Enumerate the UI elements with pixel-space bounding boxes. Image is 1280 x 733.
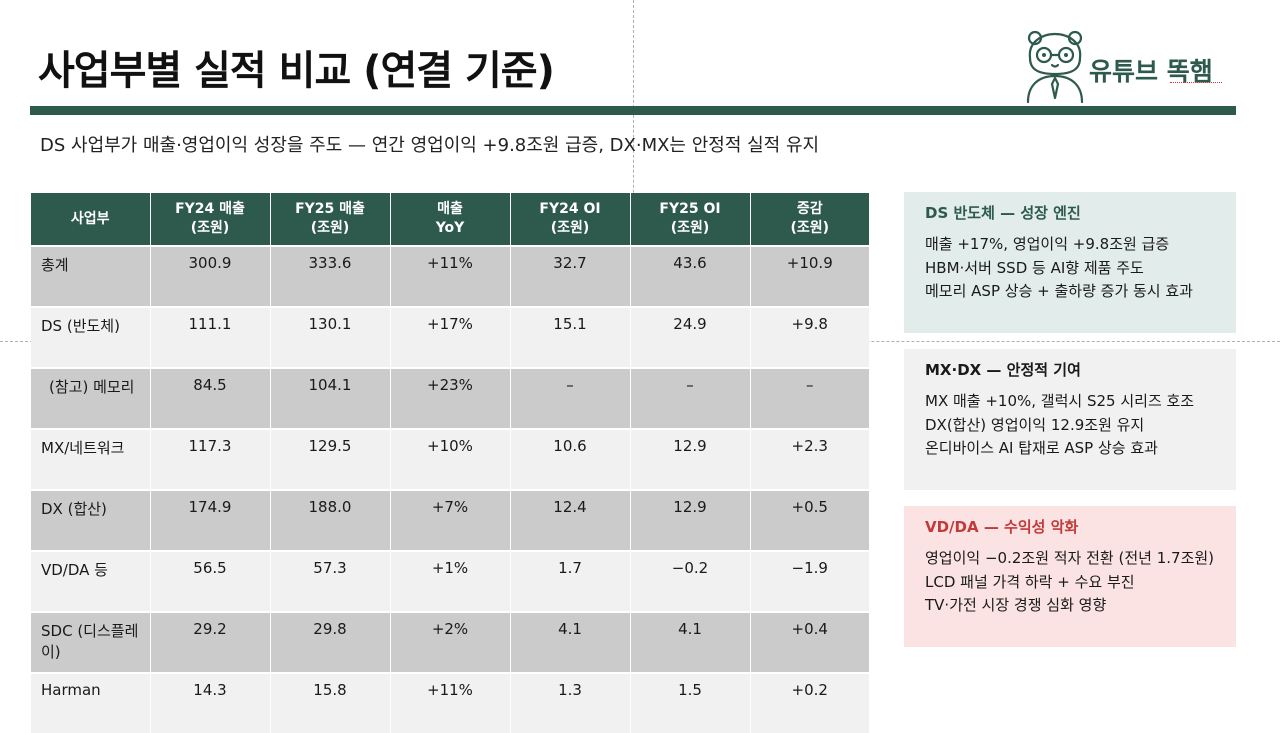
cell-value: 43.6 [630, 245, 751, 307]
cell-value: 84.5 [150, 367, 271, 429]
cell-value: – [750, 367, 869, 429]
table-row: Harman 14.3 15.8 +11% 1.3 1.5 +0.2 [31, 672, 869, 733]
header-change: 증감 (조원) [750, 193, 869, 246]
cell-value: 188.0 [270, 489, 391, 551]
cell-value: 15.1 [510, 306, 631, 368]
cell-value: 174.9 [150, 489, 271, 551]
insight-line: 온디바이스 AI 탑재로 ASP 상승 효과 [925, 439, 1158, 457]
table-row: SDC (디스플레이) 29.2 29.8 +2% 4.1 4.1 +0.4 [31, 611, 869, 673]
cell-value: 15.8 [270, 672, 391, 733]
cell-value: 130.1 [270, 306, 391, 368]
title-divider-bar [30, 106, 1236, 115]
logo-underline [1170, 82, 1222, 83]
insight-title: MX·DX — 안정적 기여 [925, 361, 1081, 379]
table-row: (참고) 메모리 84.5 104.1 +23% – – – [31, 367, 869, 429]
business-unit-table: 사업부 FY24 매출 (조원) FY25 매출 (조원) 매출 YoY FY24 O… [31, 193, 869, 733]
cell-value: 104.1 [270, 367, 391, 429]
cell-value: −0.2 [630, 550, 751, 612]
cell-value: +0.5 [750, 489, 869, 551]
insight-line: 메모리 ASP 상승 + 출하량 증가 동시 효과 [925, 282, 1193, 300]
insight-line: LCD 패널 가격 하락 + 수요 부진 [925, 572, 1135, 591]
header-fy25-oi: FY25 OI (조원) [630, 193, 751, 246]
cell-value: 57.3 [270, 550, 391, 612]
hamster-glasses-icon [1026, 30, 1084, 104]
cell-value: +2% [390, 611, 511, 673]
cell-value: 29.2 [150, 611, 271, 673]
insight-line: 매출 +17%, 영업이익 +9.8조원 급증 [925, 235, 1170, 253]
cell-value: 4.1 [630, 611, 751, 673]
insight-box-ds: DS 반도체 — 성장 엔진 매출 +17%, 영업이익 +9.8조원 급증 H… [904, 192, 1236, 333]
cell-value: 1.3 [510, 672, 631, 733]
cell-division: 총계 [31, 245, 151, 307]
page-title: 사업부별 실적 비교 (연결 기준) [38, 48, 555, 94]
cell-value: 29.8 [270, 611, 391, 673]
cell-value: – [510, 367, 631, 429]
cell-value: +7% [390, 489, 511, 551]
cell-value: 24.9 [630, 306, 751, 368]
cell-value: 1.7 [510, 550, 631, 612]
cell-value: +11% [390, 245, 511, 307]
cell-value: +23% [390, 367, 511, 429]
cell-division: MX/네트워크 [31, 428, 151, 490]
cell-division: Harman [31, 672, 151, 733]
cell-value: 300.9 [150, 245, 271, 307]
cell-value: 1.5 [630, 672, 751, 733]
header-division: 사업부 [31, 193, 151, 246]
header-fy24-oi: FY24 OI (조원) [510, 193, 631, 246]
cell-value: +10% [390, 428, 511, 490]
cell-value: +0.2 [750, 672, 869, 733]
cell-value: 12.4 [510, 489, 631, 551]
header-fy24-revenue: FY24 매출 (조원) [150, 193, 271, 246]
insight-box-mx-dx: MX·DX — 안정적 기여 MX 매출 +10%, 갤럭시 S25 시리즈 호… [904, 349, 1236, 490]
table-row: MX/네트워크 117.3 129.5 +10% 10.6 12.9 +2.3 [31, 428, 869, 490]
cell-value: 117.3 [150, 428, 271, 490]
table-row: DS (반도체) 111.1 130.1 +17% 15.1 24.9 +9.8 [31, 306, 869, 368]
cell-value: −1.9 [750, 550, 869, 612]
cell-value: +9.8 [750, 306, 869, 368]
cell-value: +10.9 [750, 245, 869, 307]
cell-value: 14.3 [150, 672, 271, 733]
insight-line: DX(합산) 영업이익 12.9조원 유지 [925, 415, 1145, 434]
channel-logo: 유튜브 똑햄 [1022, 28, 1237, 106]
insight-line: 영업이익 −0.2조원 적자 전환 (전년 1.7조원) [925, 549, 1215, 567]
cell-value: 333.6 [270, 245, 391, 307]
table-row: 총계 300.9 333.6 +11% 32.7 43.6 +10.9 [31, 245, 869, 307]
insight-line: HBM·서버 SSD 등 AI향 제품 주도 [925, 258, 1144, 277]
cell-value: 10.6 [510, 428, 631, 490]
cell-value: +0.4 [750, 611, 869, 673]
cell-value: 56.5 [150, 550, 271, 612]
cell-division: DS (반도체) [31, 306, 151, 368]
table-row: VD/DA 등 56.5 57.3 +1% 1.7 −0.2 −1.9 [31, 550, 869, 612]
cell-value: +17% [390, 306, 511, 368]
insight-title: DS 반도체 — 성장 엔진 [925, 204, 1081, 222]
cell-value: +11% [390, 672, 511, 733]
cell-value: 12.9 [630, 489, 751, 551]
insight-line: MX 매출 +10%, 갤럭시 S25 시리즈 호조 [925, 392, 1195, 410]
insight-box-vd-da: VD/DA — 수익성 악화 영업이익 −0.2조원 적자 전환 (전년 1.7… [904, 506, 1236, 647]
cell-value: 111.1 [150, 306, 271, 368]
header-fy25-revenue: FY25 매출 (조원) [270, 193, 391, 246]
table-row: DX (합산) 174.9 188.0 +7% 12.4 12.9 +0.5 [31, 489, 869, 551]
table-header-row: 사업부 FY24 매출 (조원) FY25 매출 (조원) 매출 YoY FY24 O… [31, 193, 869, 246]
cell-value: 12.9 [630, 428, 751, 490]
logo-text: 유튜브 똑햄 [1089, 57, 1213, 86]
cell-value: +1% [390, 550, 511, 612]
cell-value: 32.7 [510, 245, 631, 307]
cell-value: – [630, 367, 751, 429]
cell-division: VD/DA 등 [31, 550, 151, 612]
cell-value: 4.1 [510, 611, 631, 673]
page-subtitle: DS 사업부가 매출·영업이익 성장을 주도 — 연간 영업이익 +9.8조원 … [40, 135, 820, 156]
cell-value: 129.5 [270, 428, 391, 490]
insight-title: VD/DA — 수익성 악화 [925, 518, 1079, 536]
cell-division: (참고) 메모리 [31, 367, 151, 429]
insight-line: TV·가전 시장 경쟁 심화 영향 [925, 596, 1107, 614]
cell-division: DX (합산) [31, 489, 151, 551]
header-revenue-yoy: 매출 YoY [390, 193, 511, 246]
cell-value: +2.3 [750, 428, 869, 490]
cell-division: SDC (디스플레이) [31, 611, 151, 673]
